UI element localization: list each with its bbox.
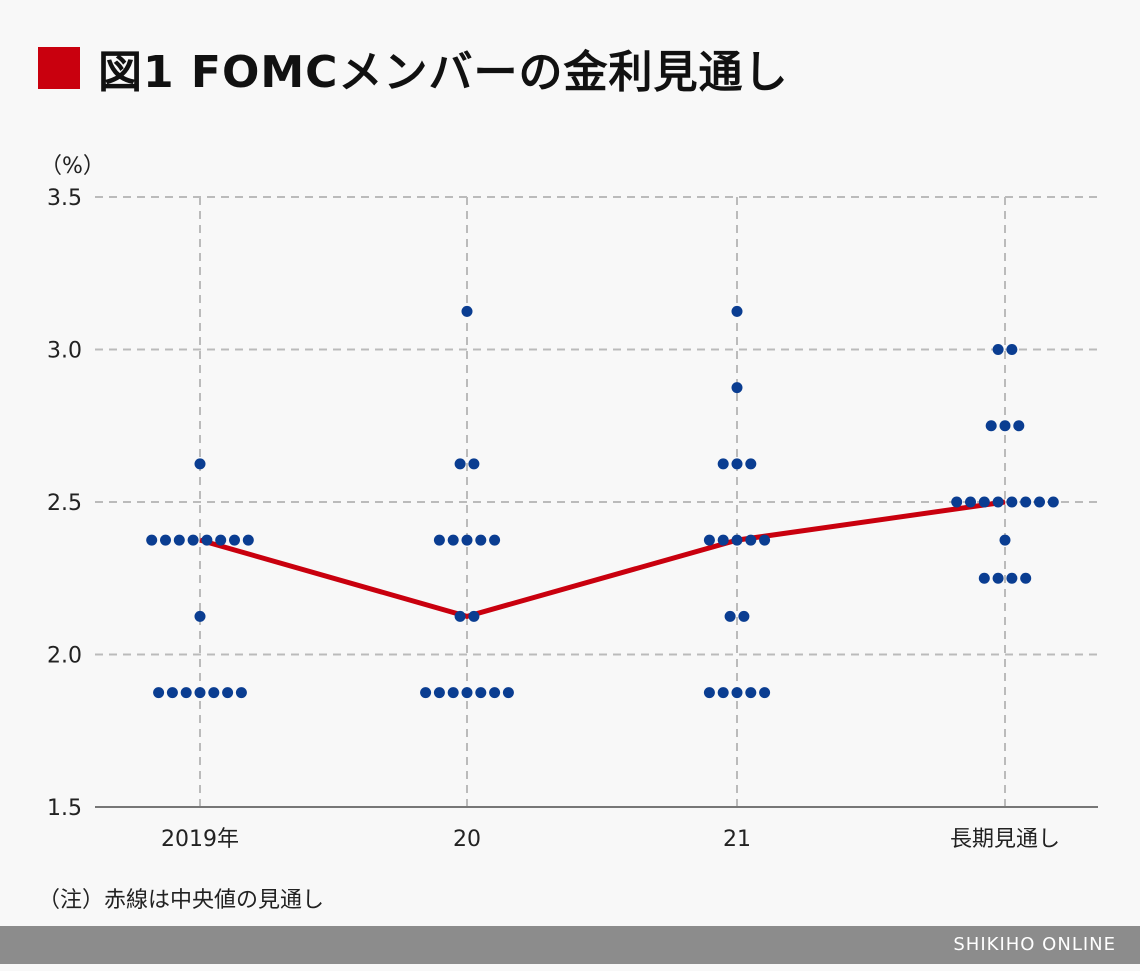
svg-text:2.0: 2.0 bbox=[47, 644, 82, 669]
svg-text:3.5: 3.5 bbox=[47, 186, 82, 211]
title-text: 図1 FOMCメンバーの金利見通し bbox=[98, 47, 789, 98]
svg-text:長期見通し: 長期見通し bbox=[950, 827, 1060, 852]
dot-plot: 1.5 2.0 2.5 3.0 3.5 2019年 20 21 長期見通し bbox=[47, 186, 1098, 852]
svg-text:2019年: 2019年 bbox=[161, 827, 239, 852]
svg-text:1.5: 1.5 bbox=[47, 796, 82, 821]
title-marker-icon bbox=[38, 47, 80, 89]
svg-text:2.5: 2.5 bbox=[47, 491, 82, 516]
y-axis-unit: （%） bbox=[40, 154, 105, 179]
svg-text:3.0: 3.0 bbox=[47, 339, 82, 364]
footer-bar: SHIKIHO ONLINE bbox=[0, 926, 1140, 964]
chart-note: （注）赤線は中央値の見通し bbox=[38, 888, 325, 913]
svg-text:21: 21 bbox=[723, 827, 751, 852]
footer-brand: SHIKIHO ONLINE bbox=[953, 934, 1116, 955]
chart-title: 図1 FOMCメンバーの金利見通し bbox=[38, 40, 788, 98]
svg-text:20: 20 bbox=[453, 827, 481, 852]
